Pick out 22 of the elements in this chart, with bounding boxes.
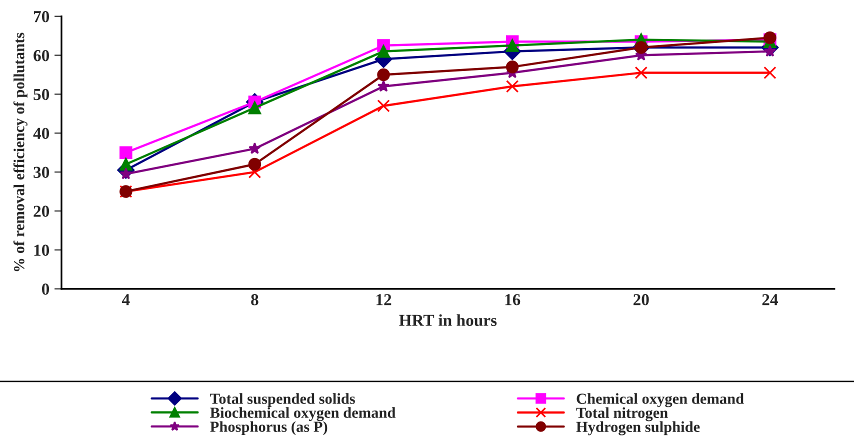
x-tick-label: 20 — [634, 294, 649, 306]
x-tick-label: 16 — [505, 294, 520, 306]
legend-label: Chemical oxygen demand — [576, 393, 744, 408]
y-tick-label: 60 — [34, 50, 50, 62]
y-tick-label: 70 — [34, 11, 50, 22]
y-tick-label: 30 — [34, 166, 50, 178]
legend-label: Total suspended solids — [210, 393, 355, 408]
y-tick-label: 50 — [34, 88, 50, 100]
x-tick-label: 12 — [376, 294, 392, 306]
y-axis-title: % of removal efficiency of pollutants — [13, 32, 28, 272]
y-tick-label: 0 — [42, 284, 50, 295]
x-axis-title: HRT in hours — [399, 314, 497, 326]
legend-label: Phosphorus (as P) — [210, 421, 328, 436]
legend-label: Biochemical oxygen demand — [210, 407, 396, 422]
legend-label: Total nitrogen — [576, 407, 668, 422]
y-tick-label: 40 — [33, 128, 50, 140]
legend-label: Hydrogen sulphide — [576, 421, 700, 436]
x-tick-label: 8 — [251, 294, 258, 306]
y-tick-label: 10 — [34, 244, 50, 256]
y-tick-label: 20 — [34, 206, 50, 217]
x-tick-label: 24 — [762, 294, 778, 306]
x-tick-label: 4 — [122, 294, 130, 306]
